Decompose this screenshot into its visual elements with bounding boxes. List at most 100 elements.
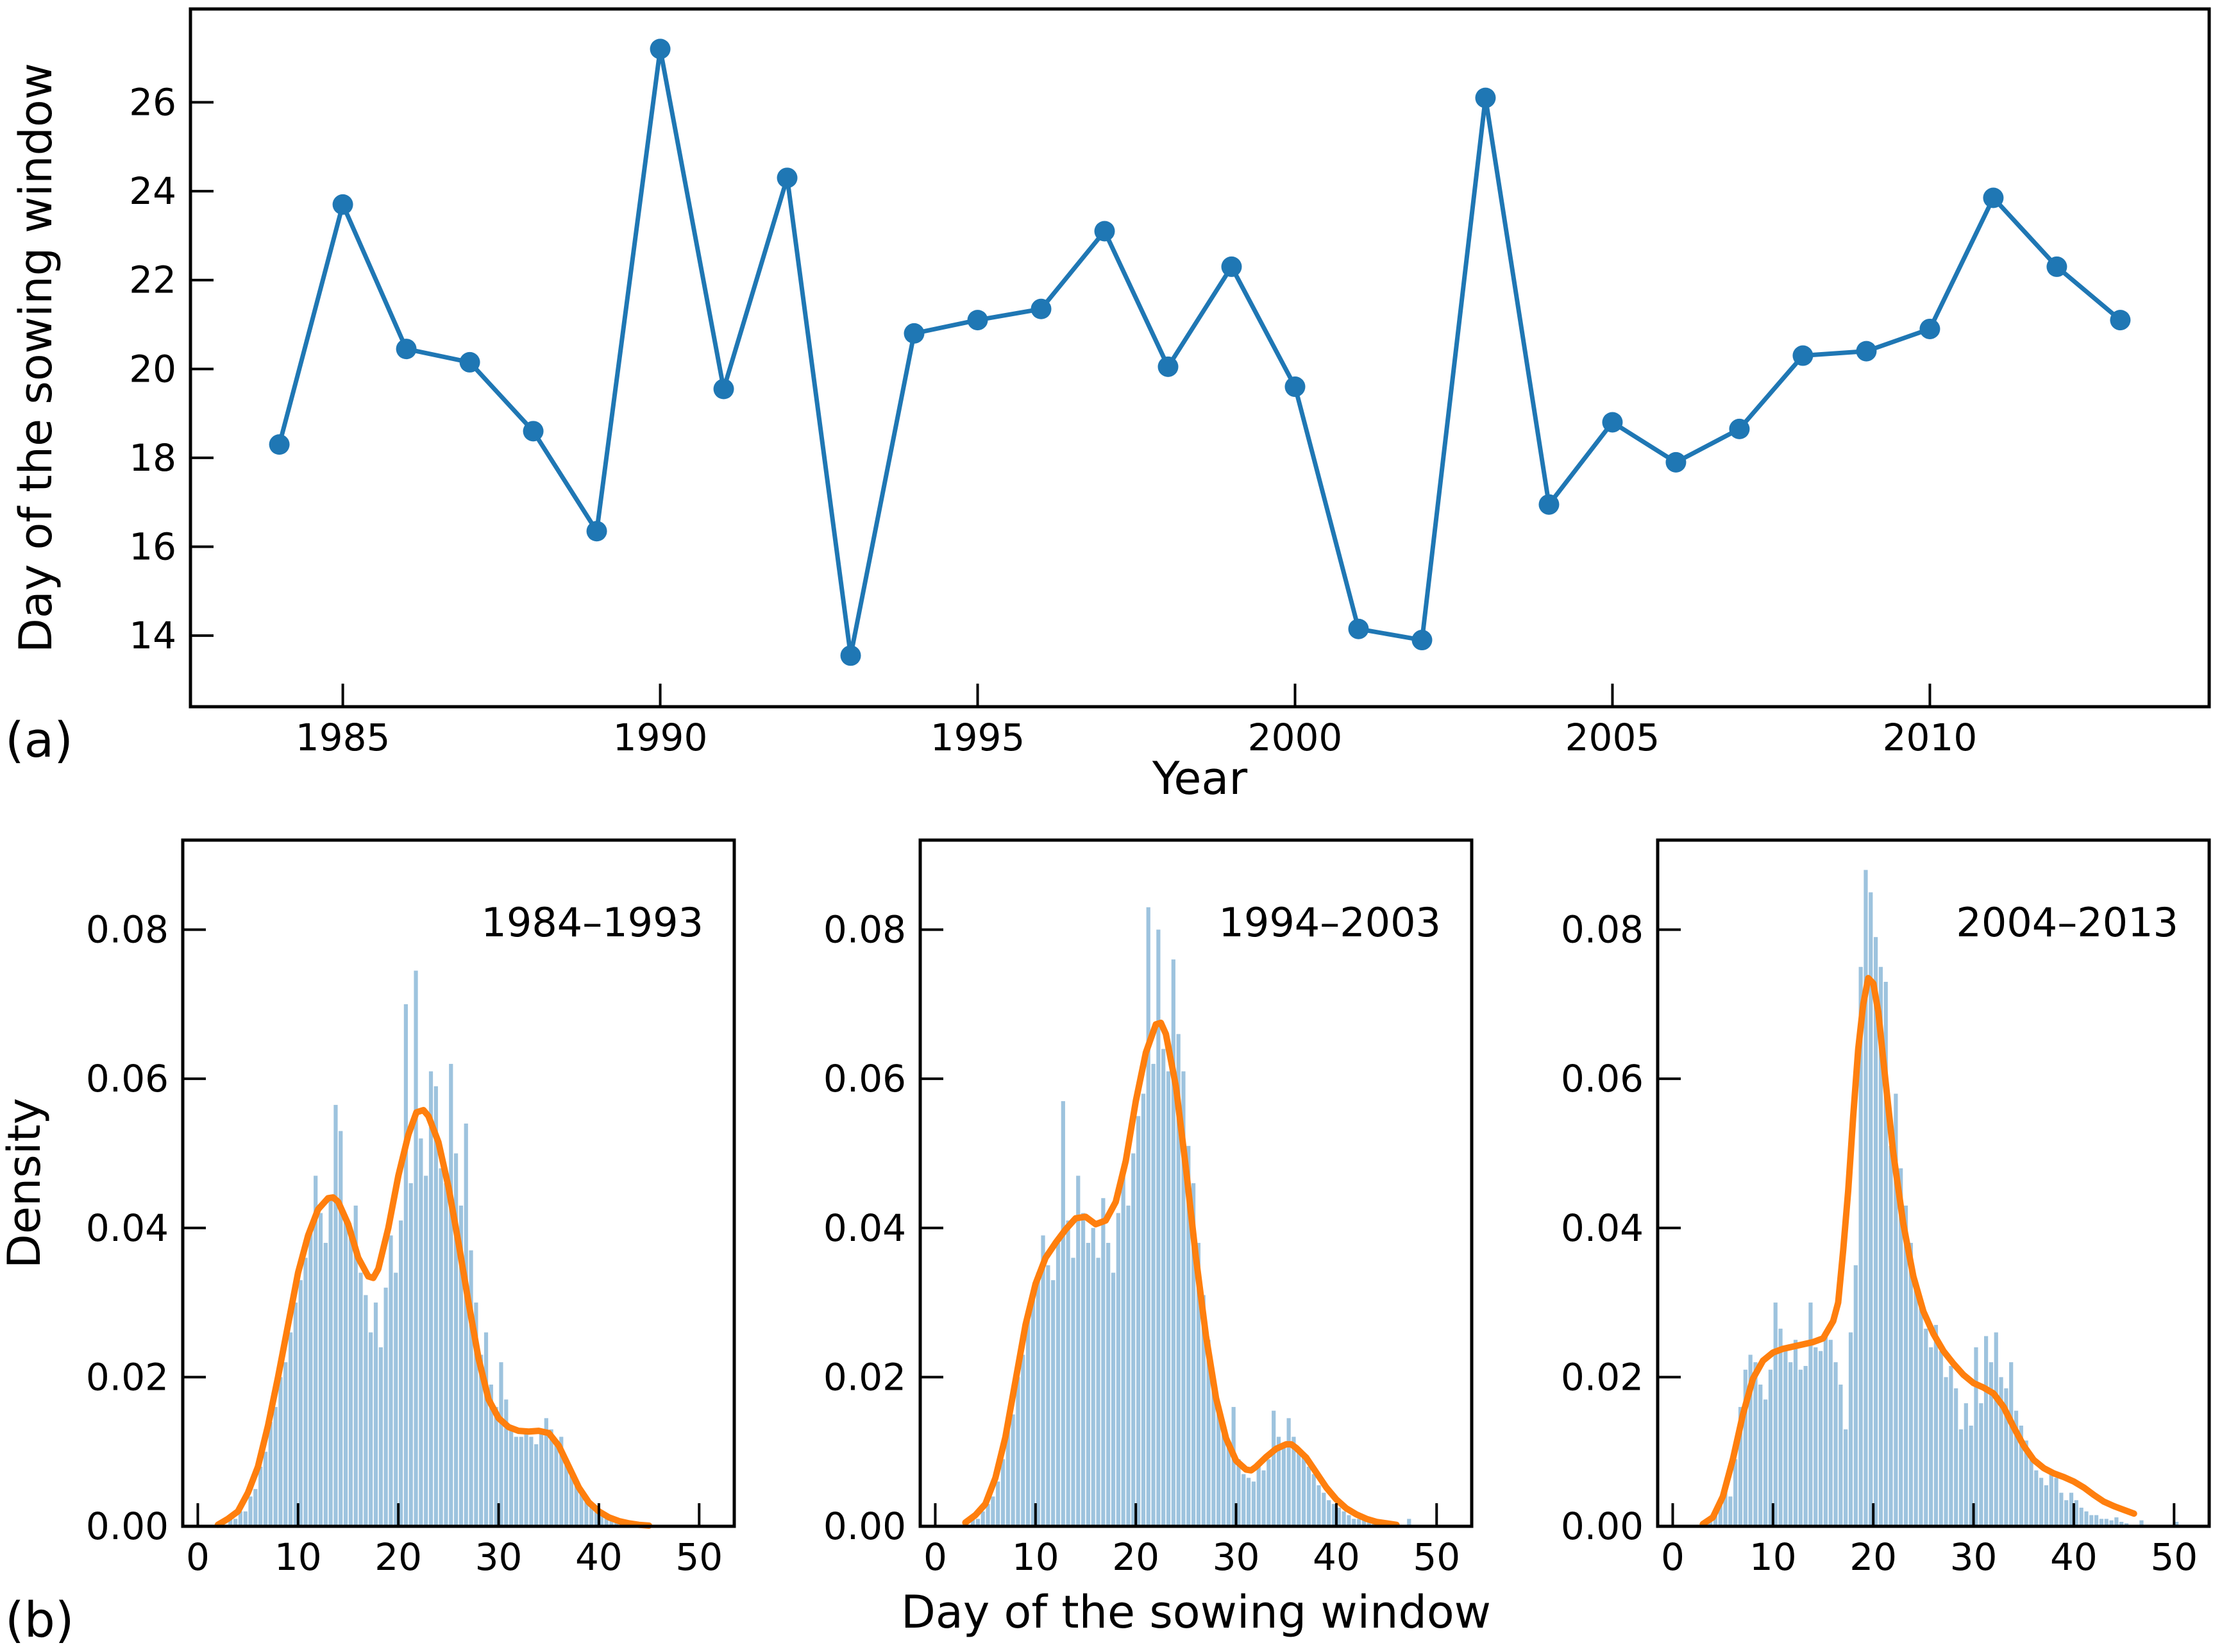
hist-bar [569, 1470, 574, 1526]
period-annotation: 1994–2003 [1218, 899, 1441, 946]
panel-a-line [277, 46, 2123, 658]
hist-bar [2019, 1425, 2023, 1526]
hist-bar [453, 1153, 459, 1526]
hist-bar [373, 1302, 378, 1526]
hist-bar [1106, 1243, 1111, 1526]
hist-bar [1789, 1362, 1793, 1526]
hist-bar [333, 1104, 338, 1526]
hist-bar [1964, 1403, 1968, 1526]
x-tick-label: 50 [675, 1535, 723, 1579]
hist-bar [1317, 1485, 1321, 1526]
hist-bar [1231, 1406, 1236, 1526]
x-tick-label: 50 [2150, 1535, 2198, 1579]
hist-bar [353, 1205, 358, 1526]
hist-bar [238, 1511, 243, 1526]
hist-bar [1848, 1332, 1853, 1526]
hist-bar [1839, 1385, 1843, 1526]
hist-bar [1864, 870, 1868, 1526]
x-tick-label: 40 [2050, 1535, 2098, 1579]
hist-bar [1979, 1403, 1983, 1526]
hist-bar [1793, 1340, 1798, 1526]
hist-bar [1131, 1153, 1136, 1526]
hist-bar [1798, 1369, 1803, 1526]
hist-bar [559, 1437, 564, 1526]
hist-bar [1728, 1496, 1733, 1526]
hist-bar [589, 1504, 594, 1526]
hist-bar [539, 1429, 544, 1526]
hist-bar [444, 1183, 448, 1526]
hist-bar [1031, 1295, 1036, 1526]
hist-bar [1301, 1455, 1306, 1526]
hist-bar [1924, 1328, 1928, 1526]
hist-bar [1186, 1145, 1191, 1526]
hist-bar [474, 1302, 478, 1526]
hist-bar [1958, 1429, 1964, 1526]
hist-bar [258, 1466, 263, 1526]
data-point-marker [1983, 187, 2004, 208]
hist-bar [1081, 1213, 1086, 1526]
hist-bar [2034, 1470, 2039, 1526]
hist-bar [1297, 1447, 1301, 1526]
hist-bar [2049, 1470, 2053, 1526]
hist-bar [464, 1123, 468, 1526]
hist-bar [303, 1258, 308, 1526]
hist-bar [1246, 1478, 1251, 1526]
hist-bar [314, 1176, 318, 1526]
histogram-bars [970, 907, 1411, 1526]
hist-bar [1136, 1116, 1141, 1526]
hist-bar [549, 1429, 553, 1526]
hist-bar [1272, 1410, 1276, 1526]
hist-bar [981, 1511, 985, 1526]
panel-b1: 0 10 20 30 40 50 0.00 0.02 0.04 0.06 0.08 1984–1993… [0, 838, 736, 1579]
data-point-marker [1157, 356, 1179, 377]
hist-bar [2119, 1522, 2124, 1526]
hist-bar [1025, 1317, 1031, 1526]
hist-bar [2059, 1492, 2064, 1526]
x-tick-label: 20 [375, 1535, 422, 1579]
hist-bar [1407, 1519, 1411, 1526]
hist-bar [1021, 1354, 1025, 1526]
hist-bar [1999, 1377, 2003, 1526]
hist-bar [1201, 1295, 1206, 1526]
hist-bar [339, 1131, 343, 1526]
data-point-marker [650, 38, 671, 60]
hist-bar [1141, 1093, 1146, 1526]
hist-bar [414, 970, 418, 1526]
hist-bar [428, 1071, 433, 1526]
y-tick-label: 20 [129, 347, 176, 391]
hist-bar [1191, 1183, 1196, 1526]
hist-bar [594, 1507, 599, 1526]
hist-bar [1051, 1280, 1056, 1526]
hist-bar [1331, 1504, 1336, 1526]
hist-bar [1778, 1328, 1783, 1526]
hist-bar [378, 1347, 383, 1526]
hist-bar [1000, 1459, 1006, 1526]
y-tick-label: 26 [129, 81, 176, 124]
data-point-marker [904, 323, 925, 344]
x-tick-label: 50 [1413, 1535, 1460, 1579]
hist-bar [2099, 1519, 2104, 1526]
hist-bar [544, 1418, 548, 1526]
hist-bar [554, 1440, 559, 1526]
hist-bar [1016, 1377, 1020, 1526]
hist-bar [991, 1496, 995, 1526]
data-point-marker [1031, 298, 1052, 319]
kde-curve [962, 1019, 1400, 1528]
hist-bar [233, 1519, 238, 1526]
hist-bar [1101, 1198, 1106, 1526]
y-tick-label: 16 [129, 525, 176, 569]
histogram-bars [228, 970, 654, 1526]
hist-bar [2029, 1459, 2033, 1526]
hist-bar [1311, 1474, 1316, 1526]
hist-bar [1889, 1145, 1893, 1526]
hist-bar [1738, 1406, 1743, 1526]
hist-bar [263, 1451, 268, 1526]
hist-bar [1933, 1324, 1939, 1526]
axes-frame [189, 7, 2211, 709]
x-tick-label: 0 [923, 1535, 947, 1579]
hist-bar [1873, 937, 1878, 1526]
hist-bar [1989, 1362, 1994, 1526]
data-point-marker [1602, 412, 1623, 433]
hist-bar [1367, 1522, 1371, 1526]
hist-bar [403, 1004, 408, 1526]
